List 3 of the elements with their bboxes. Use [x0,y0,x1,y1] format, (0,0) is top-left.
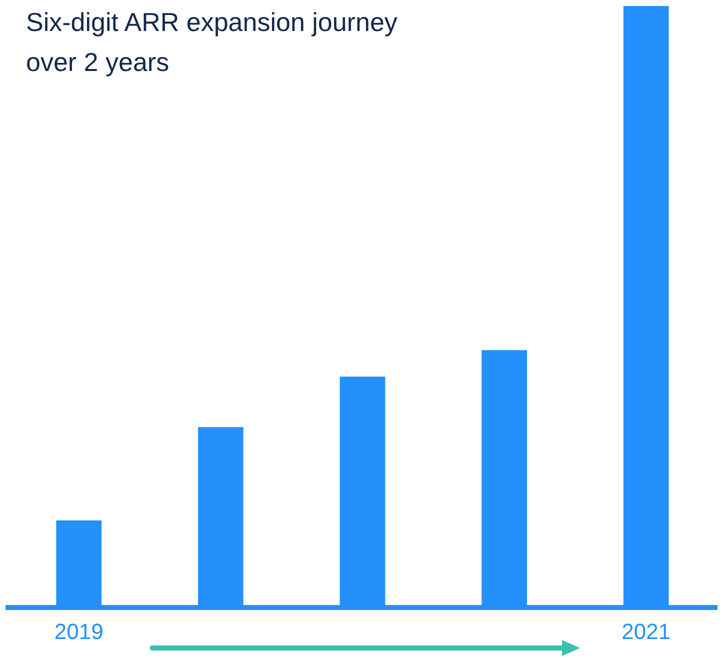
x-tick-label: 2021 [622,618,671,644]
text: Six-digit ARR expansion journey over 2 years [26,6,398,79]
x-tick-label: 2019 [54,618,104,644]
